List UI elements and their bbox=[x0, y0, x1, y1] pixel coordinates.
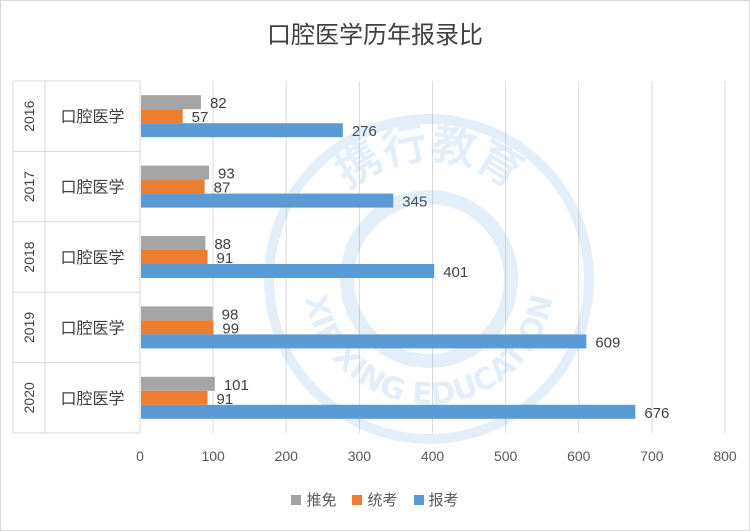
data-label: 99 bbox=[222, 320, 239, 337]
category-name-label: 口腔医学 bbox=[60, 318, 124, 337]
legend-swatch bbox=[291, 494, 302, 505]
data-label: 91 bbox=[217, 391, 234, 408]
bar-推免-2018 bbox=[141, 236, 206, 250]
data-label: 101 bbox=[224, 377, 249, 394]
category-name-label: 口腔医学 bbox=[60, 389, 124, 408]
x-tick-label: 600 bbox=[567, 448, 591, 464]
legend-item: 推免 bbox=[291, 489, 336, 510]
data-label: 609 bbox=[595, 334, 620, 351]
bar-推免-2016 bbox=[141, 95, 201, 110]
legend-item: 报考 bbox=[413, 489, 459, 510]
bar-报考-2018 bbox=[141, 264, 435, 278]
category-year-label: 2016 bbox=[21, 100, 37, 131]
data-label: 345 bbox=[402, 194, 427, 211]
bar-推免-2020 bbox=[141, 376, 215, 391]
x-tick-label: 200 bbox=[275, 448, 299, 464]
x-tick-label: 0 bbox=[136, 448, 144, 464]
legend-label: 报考 bbox=[428, 491, 459, 509]
chart-legend: 推免 统考 报考 bbox=[1, 489, 749, 510]
legend-label: 统考 bbox=[367, 491, 398, 509]
data-label: 98 bbox=[222, 306, 239, 323]
bar-报考-2020 bbox=[141, 404, 636, 419]
x-tick-label: 500 bbox=[494, 448, 518, 464]
bar-推免-2017 bbox=[141, 165, 210, 180]
data-label: 93 bbox=[218, 166, 235, 183]
bar-统考-2019 bbox=[141, 320, 214, 335]
bar-报考-2019 bbox=[141, 334, 587, 349]
category-year-label: 2019 bbox=[21, 312, 37, 343]
x-tick-label: 800 bbox=[713, 448, 737, 464]
data-label: 91 bbox=[217, 250, 234, 267]
category-name-label: 口腔医学 bbox=[60, 107, 124, 126]
category-name-label: 口腔医学 bbox=[60, 248, 124, 267]
bar-报考-2017 bbox=[141, 193, 394, 208]
data-label: 276 bbox=[352, 123, 377, 140]
bar-统考-2020 bbox=[141, 390, 208, 405]
bar-统考-2017 bbox=[141, 179, 205, 194]
category-year-label: 2020 bbox=[21, 382, 37, 413]
chart-title: 口腔医学历年报录比 bbox=[267, 21, 483, 49]
legend-swatch bbox=[352, 494, 363, 505]
x-tick-label: 700 bbox=[640, 448, 664, 464]
x-tick-label: 300 bbox=[348, 448, 372, 464]
data-label: 57 bbox=[192, 109, 209, 126]
legend-label: 推免 bbox=[306, 491, 337, 509]
category-year-label: 2018 bbox=[21, 241, 37, 272]
legend-swatch bbox=[413, 494, 424, 505]
legend-item: 统考 bbox=[352, 489, 398, 510]
x-tick-label: 400 bbox=[421, 448, 445, 464]
data-label: 87 bbox=[214, 180, 231, 197]
data-label: 82 bbox=[210, 95, 227, 112]
bar-推免-2019 bbox=[141, 306, 213, 321]
category-year-label: 2017 bbox=[21, 171, 37, 202]
category-name-label: 口腔医学 bbox=[60, 178, 124, 197]
data-label: 401 bbox=[443, 264, 468, 281]
data-label: 676 bbox=[644, 405, 669, 422]
data-label: 88 bbox=[214, 236, 231, 253]
bar-统考-2018 bbox=[141, 250, 208, 264]
bar-统考-2016 bbox=[141, 109, 183, 124]
bar-报考-2016 bbox=[141, 123, 343, 138]
x-tick-label: 100 bbox=[201, 448, 225, 464]
